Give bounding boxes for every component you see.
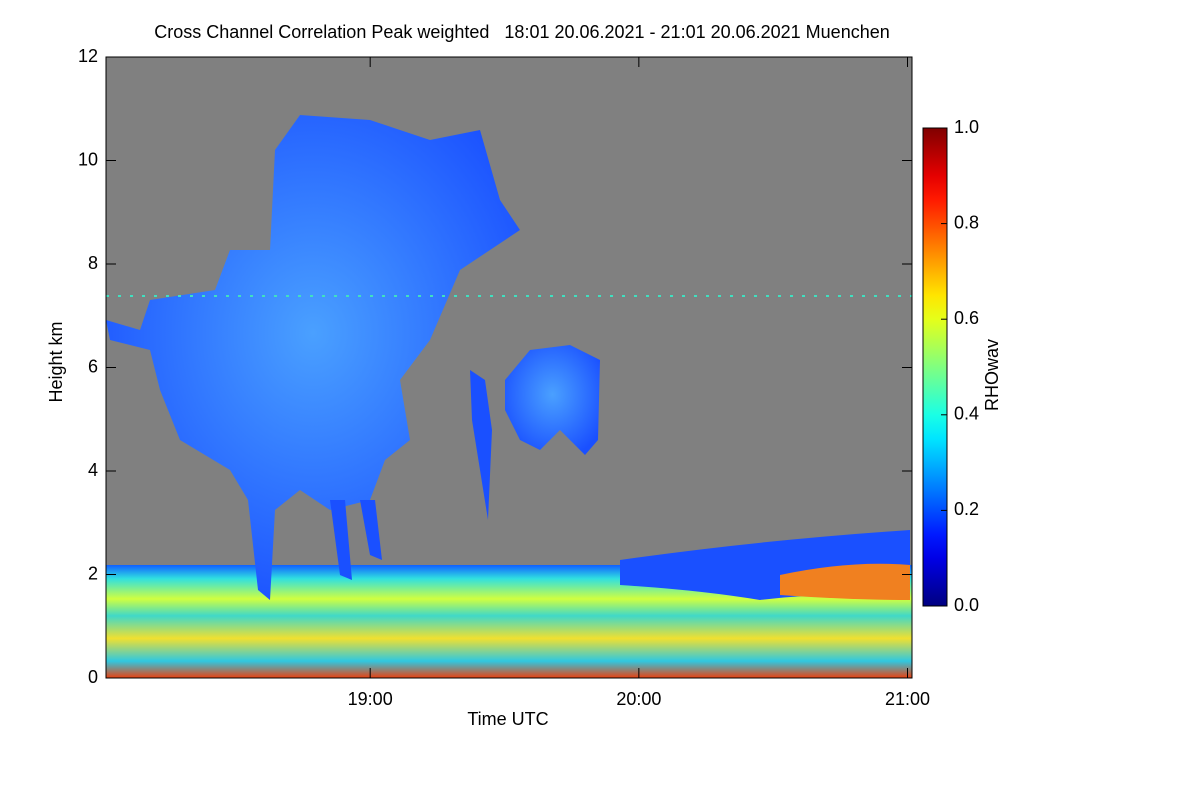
chart-title: Cross Channel Correlation Peak weighted … <box>154 22 890 42</box>
colorbar-tick-label: 0.0 <box>954 595 979 615</box>
colorbar-tick-label: 1.0 <box>954 117 979 137</box>
y-tick-label: 8 <box>88 253 98 273</box>
plot-image <box>106 57 912 678</box>
y-tick-label: 0 <box>88 667 98 687</box>
x-tick-label: 20:00 <box>616 689 661 709</box>
x-axis-label: Time UTC <box>467 709 548 729</box>
y-tick-label: 12 <box>78 46 98 66</box>
y-tick-label: 10 <box>78 149 98 169</box>
colorbar-tick-label: 0.4 <box>954 404 979 424</box>
x-tick-label: 21:00 <box>885 689 930 709</box>
x-tick-label: 19:00 <box>348 689 393 709</box>
colorbar-tick-label: 0.6 <box>954 308 979 328</box>
colorbar-tick-label: 0.8 <box>954 212 979 232</box>
colorbar <box>922 127 948 607</box>
colorbar-label: RHOwav <box>982 339 1002 411</box>
y-tick-label: 2 <box>88 563 98 583</box>
colorbar-tick-label: 0.2 <box>954 499 979 519</box>
y-tick-label: 6 <box>88 356 98 376</box>
y-tick-label: 4 <box>88 460 98 480</box>
y-axis-label: Height km <box>46 321 66 402</box>
